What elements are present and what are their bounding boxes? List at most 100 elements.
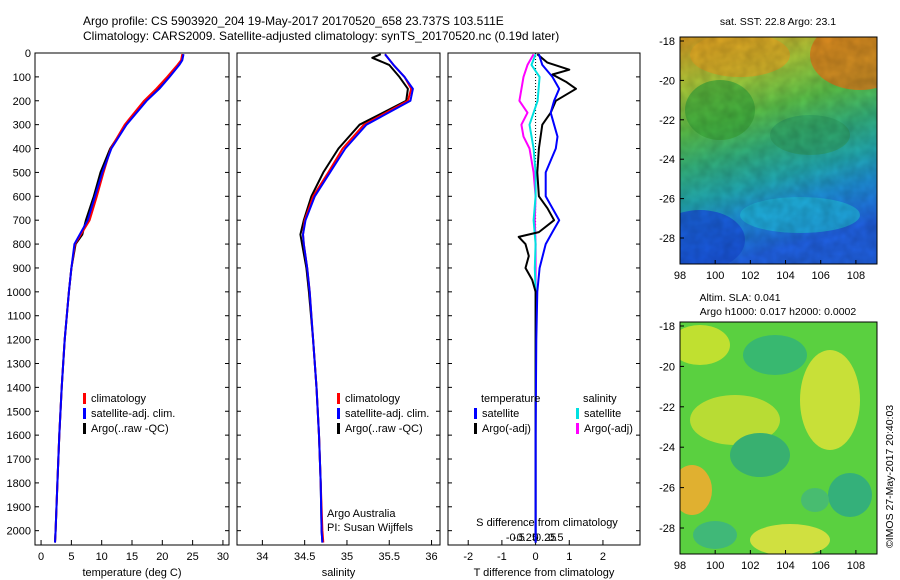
map-x-tick-label: 102 (741, 270, 759, 282)
y-tick-label: 1900 (7, 502, 31, 514)
legend-label: Argo(..raw -QC) (345, 423, 423, 435)
temperature-xlabel: temperature (deg C) (82, 567, 181, 579)
y-tick-label: 100 (13, 72, 31, 84)
s-tick-label: 0.25 (535, 532, 556, 544)
x-tick-label: 35 (341, 551, 353, 563)
y-tick-label: 1700 (7, 454, 31, 466)
legend-swatch (474, 423, 477, 434)
legend-title-temperature: temperature (481, 393, 540, 405)
y-tick-label: 1600 (7, 430, 31, 442)
map-y-tick-label: -28 (659, 233, 675, 245)
pi-label: PI: Susan Wijffels (327, 522, 413, 534)
legend-swatch (337, 408, 340, 419)
profile-panels: 0100200300400500600700800900100011001200… (7, 48, 641, 579)
sla-map-frame (679, 321, 878, 555)
series-line-argo-raw-qc- (299, 53, 409, 543)
series-line-satellite-adj-clim- (54, 54, 185, 543)
map-x-tick-label: 108 (847, 560, 865, 572)
map-x-tick-label: 106 (812, 270, 830, 282)
x-tick-label: 36 (425, 551, 437, 563)
y-tick-label: 2000 (7, 526, 31, 538)
sst-map-frame (679, 36, 878, 265)
temperature-panel-frame (34, 52, 230, 546)
legend-label: Argo(-adj) (482, 423, 531, 435)
map-y-tick-label: -20 (659, 75, 675, 87)
legend-label: climatology (91, 393, 147, 405)
y-tick-label: 800 (13, 239, 31, 251)
sla-map-yellow-patch (800, 350, 860, 450)
sla-map (680, 322, 877, 554)
map-y-tick-label: -22 (659, 115, 675, 127)
difference-xlabel: T difference from climatology (474, 567, 615, 579)
series-line-climatology (54, 54, 184, 543)
legend-swatch (83, 393, 86, 404)
series-line-s-argo-adj- (518, 53, 537, 543)
sla-map-teal-patch (730, 433, 790, 477)
map-x-tick-label: 106 (812, 560, 830, 572)
imos-credit: ©IMOS 27-May-2017 20:40:03 (884, 405, 896, 548)
x-tick-label: 10 (96, 551, 108, 563)
map-x-tick-label: 98 (674, 560, 686, 572)
x-tick-label: 15 (126, 551, 138, 563)
map-y-tick-label: -18 (659, 321, 675, 333)
y-tick-label: 1100 (7, 311, 31, 323)
legend-swatch (337, 393, 340, 404)
map-y-tick-label: -18 (659, 36, 675, 48)
x-tick-label: 1 (566, 551, 572, 563)
y-tick-label: 600 (13, 191, 31, 203)
legend-swatch (474, 408, 477, 419)
header-line-1: Argo profile: CS 5903920_204 19-May-2017… (83, 14, 504, 28)
series-line-argo-raw-qc- (54, 54, 184, 543)
y-tick-label: 300 (13, 120, 31, 132)
y-tick-label: 0 (25, 48, 31, 60)
legend-label: satellite (584, 408, 621, 420)
map-x-tick-label: 102 (741, 560, 759, 572)
map-y-tick-label: -20 (659, 361, 675, 373)
map-y-tick-label: -28 (659, 523, 675, 535)
s-tick-label: -0.5 (506, 532, 525, 544)
series-line-satellite-adj-clim- (302, 53, 414, 543)
s-tick-label: 0.5 (548, 532, 563, 544)
sst-map-title: sat. SST: 22.8 Argo: 23.1 (720, 16, 836, 28)
header-line-2: Climatology: CARS2009. Satellite-adjuste… (83, 29, 559, 43)
y-tick-label: 500 (13, 167, 31, 179)
legend-title-salinity: salinity (583, 393, 617, 405)
y-tick-label: 1400 (7, 382, 31, 394)
map-x-tick-label: 104 (776, 270, 794, 282)
map-y-tick-label: -26 (659, 194, 675, 206)
legend-label: satellite-adj. clim. (91, 408, 175, 420)
sla-map-teal-patch (828, 473, 872, 517)
legend-swatch (83, 423, 86, 434)
argo-australia-label: Argo Australia (327, 508, 396, 520)
series-line-t-argo-adj- (517, 53, 577, 543)
map-y-tick-label: -22 (659, 402, 675, 414)
y-tick-label: 1200 (7, 335, 31, 347)
legend-swatch (576, 408, 579, 419)
sla-map-subtitle: Argo h1000: 0.017 h2000: 0.0002 (700, 306, 857, 318)
sla-map-yellow-patch (750, 524, 830, 554)
sla-map-yellow-patch (680, 325, 730, 365)
x-tick-label: 20 (156, 551, 168, 563)
x-tick-label: -2 (463, 551, 473, 563)
legend-swatch (337, 423, 340, 434)
map-x-tick-label: 108 (847, 270, 865, 282)
y-tick-label: 1800 (7, 478, 31, 490)
sla-map-title: Altim. SLA: 0.041 (699, 292, 780, 304)
s-difference-label: S difference from climatology (476, 517, 618, 529)
map-y-tick-label: -24 (659, 442, 675, 454)
legend-label: climatology (345, 393, 401, 405)
y-tick-label: 1000 (7, 287, 31, 299)
sst-map-ticks: 98 100 102 104 106 108 -18 -20 -22 -24 -26 -28 (659, 36, 865, 282)
x-tick-label: 0 (38, 551, 44, 563)
legend-swatch (83, 408, 86, 419)
x-tick-label: 35.5 (379, 551, 400, 563)
series-line-t-satellite (534, 53, 561, 543)
salinity-panel-frame (236, 52, 441, 546)
legend-label: satellite-adj. clim. (345, 408, 429, 420)
map-y-tick-label: -24 (659, 154, 675, 166)
x-tick-label: 0 (533, 551, 539, 563)
legend-swatch (576, 423, 579, 434)
x-tick-label: 5 (68, 551, 74, 563)
legend-label: satellite (482, 408, 519, 420)
x-tick-label: 34 (256, 551, 268, 563)
